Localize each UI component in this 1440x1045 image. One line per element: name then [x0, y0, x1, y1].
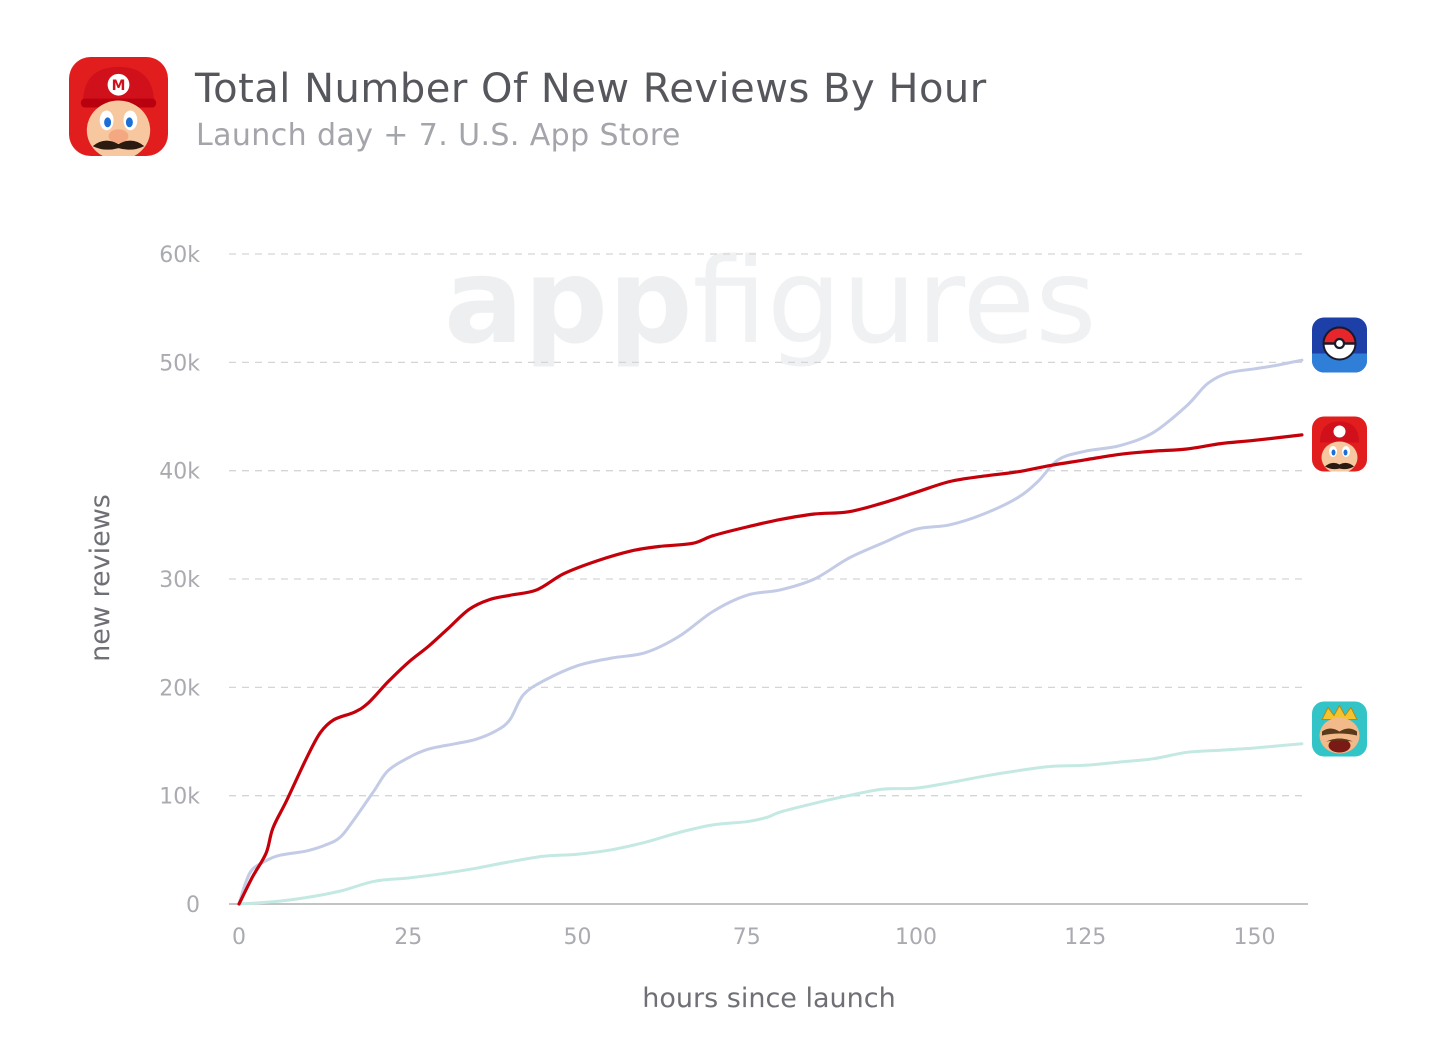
y-tick-label: 40k	[159, 460, 200, 485]
clash-royale-app-icon	[1312, 701, 1367, 757]
series-line-super-mario-run	[237, 433, 1304, 906]
x-tick-label: 50	[564, 925, 592, 950]
pokemon-go-app-icon	[1312, 317, 1367, 373]
svg-text:appfigures: appfigures	[444, 232, 1097, 370]
x-tick-label: 25	[394, 925, 422, 950]
y-tick-label: 10k	[159, 785, 200, 810]
y-tick-label: 20k	[159, 676, 200, 701]
series-icons	[1312, 317, 1367, 757]
super-mario-run-app-icon	[1312, 416, 1367, 472]
chart-title: Total Number Of New Reviews By Hour	[195, 66, 987, 112]
x-tick-label: 100	[895, 925, 937, 950]
y-tick-label: 0	[186, 893, 200, 918]
watermark-figures: figures	[693, 232, 1097, 370]
x-axis-label: hours since launch	[642, 983, 895, 1014]
x-axis-ticks: 0 25 50 75 100 125 150	[232, 925, 1276, 950]
watermark-app: app	[444, 232, 693, 370]
series-line-clash-royale	[237, 742, 1304, 906]
series-line-pokemon-go	[237, 358, 1304, 906]
y-axis-label: new reviews	[85, 494, 116, 662]
x-tick-label: 0	[232, 925, 246, 950]
svg-text:M: M	[112, 78, 126, 94]
y-tick-label: 30k	[159, 568, 200, 593]
x-tick-label: 125	[1064, 925, 1106, 950]
x-tick-label: 75	[733, 925, 761, 950]
grid	[229, 253, 1308, 797]
series-lines	[237, 358, 1304, 906]
y-axis-ticks: 0 10k 20k 30k 40k 50k 60k	[159, 243, 200, 918]
super-mario-run-app-icon: M	[69, 57, 168, 156]
y-tick-label: 60k	[159, 243, 200, 268]
x-tick-label: 150	[1234, 925, 1276, 950]
chart-subtitle: Launch day + 7. U.S. App Store	[196, 118, 681, 153]
y-tick-label: 50k	[159, 351, 200, 376]
